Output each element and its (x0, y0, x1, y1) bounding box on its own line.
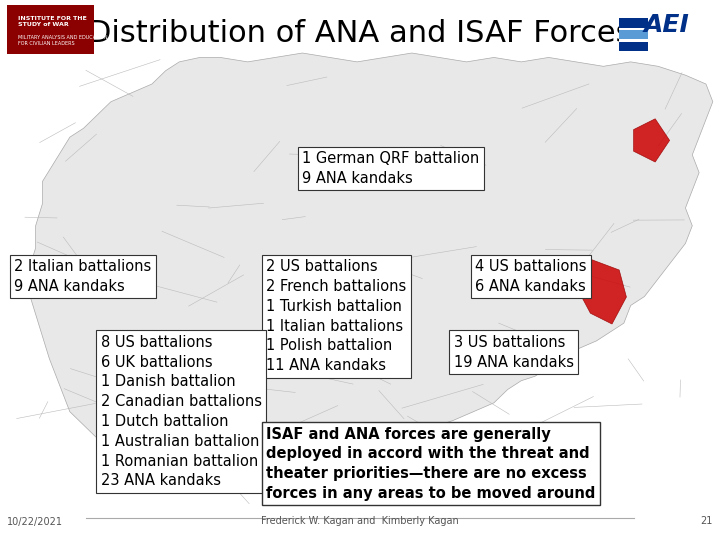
FancyBboxPatch shape (619, 42, 648, 51)
FancyBboxPatch shape (619, 30, 648, 39)
Text: Distribution of ANA and ISAF Forces: Distribution of ANA and ISAF Forces (89, 19, 631, 48)
Polygon shape (29, 53, 713, 474)
Polygon shape (360, 432, 418, 475)
Text: 2 Italian battalions
9 ANA kandaks: 2 Italian battalions 9 ANA kandaks (14, 259, 152, 294)
FancyBboxPatch shape (619, 8, 713, 51)
Text: ISAF and ANA forces are generally
deployed in accord with the threat and
theater: ISAF and ANA forces are generally deploy… (266, 427, 595, 501)
Text: AEI: AEI (643, 14, 689, 37)
Text: 4 US battalions
6 ANA kandaks: 4 US battalions 6 ANA kandaks (475, 259, 587, 294)
Text: 2 US battalions
2 French battalions
1 Turkish battalion
1 Italian battalions
1 P: 2 US battalions 2 French battalions 1 Tu… (266, 259, 407, 373)
Text: 10/22/2021: 10/22/2021 (7, 516, 63, 526)
FancyBboxPatch shape (619, 18, 648, 28)
Text: 21: 21 (701, 516, 713, 526)
Text: 1 German QRF battalion
9 ANA kandaks: 1 German QRF battalion 9 ANA kandaks (302, 151, 480, 186)
FancyBboxPatch shape (7, 5, 94, 54)
Polygon shape (576, 259, 626, 324)
Text: 8 US battalions
6 UK battalions
1 Danish battalion
2 Canadian battalions
1 Dutch: 8 US battalions 6 UK battalions 1 Danish… (101, 335, 262, 488)
Polygon shape (634, 119, 670, 162)
Text: INSTITUTE FOR THE
STUDY of WAR: INSTITUTE FOR THE STUDY of WAR (18, 16, 86, 27)
Text: 3 US battalions
19 ANA kandaks: 3 US battalions 19 ANA kandaks (454, 335, 574, 369)
Text: Frederick W. Kagan and  Kimberly Kagan: Frederick W. Kagan and Kimberly Kagan (261, 516, 459, 526)
Text: MILITARY ANALYSIS AND EDUCATION
FOR CIVILIAN LEADERS: MILITARY ANALYSIS AND EDUCATION FOR CIVI… (18, 35, 107, 46)
